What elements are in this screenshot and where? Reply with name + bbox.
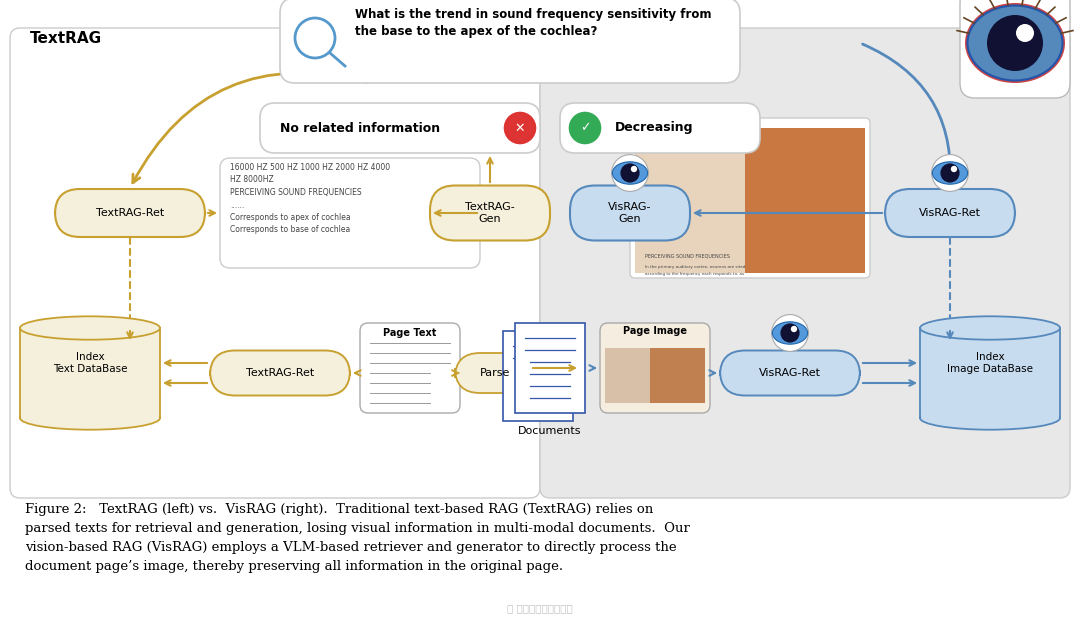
Text: Parse: Parse	[480, 368, 510, 378]
FancyBboxPatch shape	[260, 103, 540, 153]
Text: VisRAG: VisRAG	[988, 31, 1050, 46]
Ellipse shape	[920, 406, 1059, 430]
Circle shape	[950, 166, 957, 172]
Circle shape	[791, 326, 797, 332]
Text: Figure 2:   TextRAG (left) vs.  VisRAG (right).  Traditional text-based RAG (Tex: Figure 2: TextRAG (left) vs. VisRAG (rig…	[25, 503, 690, 573]
Circle shape	[503, 111, 537, 145]
Text: TextRAG-
Gen: TextRAG- Gen	[465, 202, 515, 224]
FancyBboxPatch shape	[960, 0, 1070, 98]
Circle shape	[568, 111, 602, 145]
Ellipse shape	[920, 317, 1059, 340]
FancyBboxPatch shape	[430, 185, 550, 241]
Text: VisRAG-
Gen: VisRAG- Gen	[608, 202, 651, 224]
FancyArrowPatch shape	[863, 44, 955, 179]
Text: VisRAG-Ret: VisRAG-Ret	[759, 368, 821, 378]
Ellipse shape	[21, 317, 160, 340]
Bar	[650, 348, 705, 403]
Bar	[635, 128, 745, 273]
Text: ✓: ✓	[580, 121, 591, 134]
Bar	[21, 328, 159, 417]
Text: Page Text: Page Text	[383, 328, 436, 338]
Ellipse shape	[968, 6, 1063, 80]
Ellipse shape	[977, 13, 1053, 73]
FancyBboxPatch shape	[570, 185, 690, 241]
Text: Index
Text DataBase: Index Text DataBase	[53, 352, 127, 374]
FancyBboxPatch shape	[360, 323, 460, 413]
FancyBboxPatch shape	[503, 331, 573, 421]
FancyBboxPatch shape	[55, 189, 205, 237]
FancyBboxPatch shape	[280, 0, 740, 83]
Ellipse shape	[612, 162, 648, 184]
FancyBboxPatch shape	[10, 28, 540, 498]
Ellipse shape	[995, 27, 1035, 59]
Text: PERCEIVING SOUND FREQUENCIES: PERCEIVING SOUND FREQUENCIES	[645, 254, 730, 259]
Ellipse shape	[989, 22, 1041, 64]
Circle shape	[987, 15, 1043, 71]
Circle shape	[932, 154, 969, 192]
Bar	[921, 328, 1059, 417]
Text: TextRAG: TextRAG	[30, 31, 103, 46]
Text: according to the frequency each responds to, as: according to the frequency each responds…	[645, 272, 744, 276]
FancyBboxPatch shape	[515, 323, 585, 413]
Ellipse shape	[983, 18, 1047, 68]
Text: TextRAG-Ret: TextRAG-Ret	[96, 208, 164, 218]
FancyBboxPatch shape	[455, 353, 535, 393]
Text: TextRAG-Ret: TextRAG-Ret	[246, 368, 314, 378]
Circle shape	[781, 323, 799, 343]
Text: Index
Image DataBase: Index Image DataBase	[947, 352, 1032, 374]
Text: What is the trend in sound frequency sensitivity from
the base to the apex of th: What is the trend in sound frequency sen…	[355, 8, 712, 38]
Text: In the primary auditory cortex, neurons are sited: In the primary auditory cortex, neurons …	[645, 265, 745, 269]
Circle shape	[1016, 24, 1034, 42]
Ellipse shape	[772, 322, 808, 344]
Bar	[745, 128, 865, 273]
Ellipse shape	[966, 3, 1065, 83]
Bar	[21, 328, 160, 418]
Ellipse shape	[932, 162, 968, 184]
FancyBboxPatch shape	[540, 28, 1070, 498]
FancyBboxPatch shape	[885, 189, 1015, 237]
Circle shape	[611, 154, 648, 192]
FancyBboxPatch shape	[210, 350, 350, 396]
Circle shape	[941, 163, 960, 183]
Text: Decreasing: Decreasing	[615, 121, 693, 134]
Ellipse shape	[971, 8, 1059, 78]
Circle shape	[771, 315, 809, 352]
Ellipse shape	[21, 406, 160, 430]
FancyBboxPatch shape	[600, 323, 710, 413]
FancyArrowPatch shape	[133, 73, 367, 183]
FancyBboxPatch shape	[630, 118, 870, 278]
Text: No related information: No related information	[280, 121, 441, 134]
Text: ✕: ✕	[515, 121, 525, 134]
Text: 16000 HZ 500 HZ 1000 HZ 2000 HZ 4000
HZ 8000HZ
PERCEIVING SOUND FREQUENCIES
....: 16000 HZ 500 HZ 1000 HZ 2000 HZ 4000 HZ …	[230, 163, 390, 234]
Circle shape	[620, 163, 639, 183]
FancyBboxPatch shape	[720, 350, 860, 396]
Text: Page Image: Page Image	[623, 326, 687, 336]
FancyBboxPatch shape	[220, 158, 480, 268]
Bar	[920, 328, 1059, 418]
FancyBboxPatch shape	[561, 103, 760, 153]
Bar	[605, 348, 650, 403]
Text: VisRAG-Ret: VisRAG-Ret	[919, 208, 981, 218]
Circle shape	[631, 166, 637, 172]
Text: 众 大语言模型论文跟踪: 众 大语言模型论文跟踪	[508, 603, 572, 613]
Text: Documents: Documents	[518, 426, 582, 436]
